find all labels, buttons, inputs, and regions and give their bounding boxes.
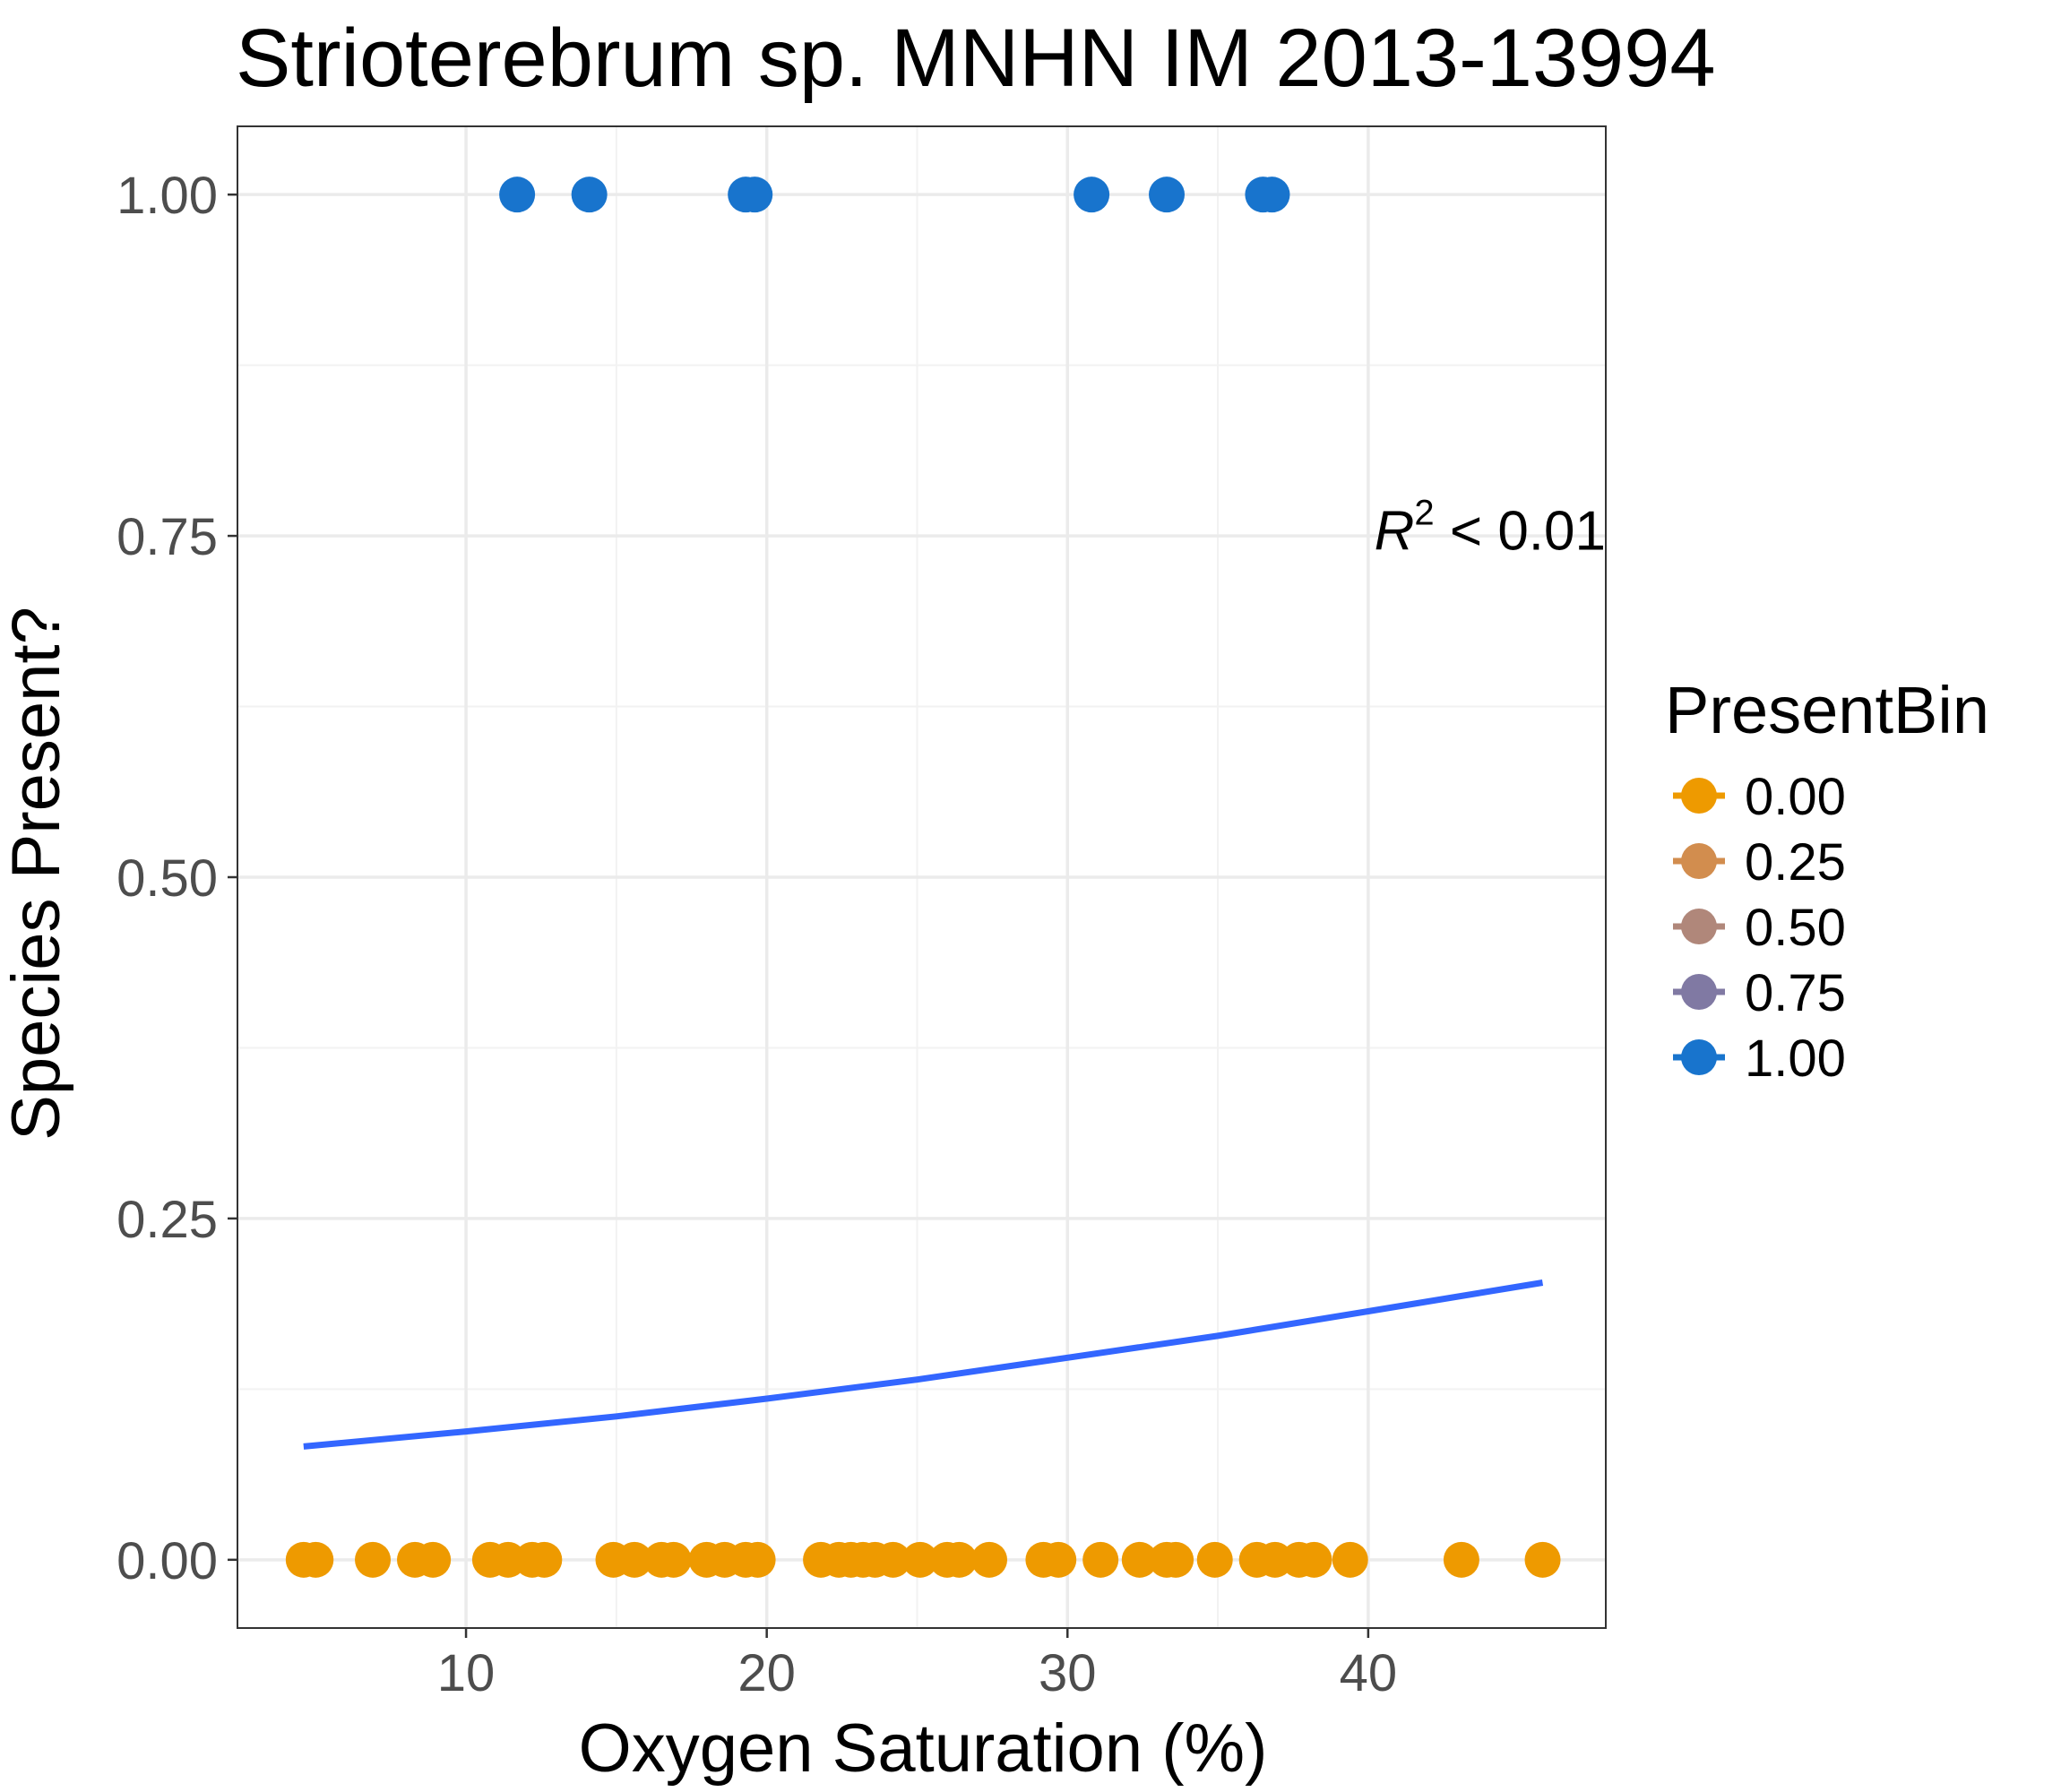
legend-label: 1.00 — [1745, 1030, 1846, 1088]
point-absent — [1196, 1541, 1233, 1578]
legend-key-point — [1681, 778, 1717, 814]
point-absent — [941, 1541, 978, 1578]
chart-title: Strioterebrum sp. MNHN IM 2013-13994 — [236, 13, 1716, 104]
x-tick-label: 10 — [437, 1644, 496, 1702]
point-absent — [616, 1541, 652, 1578]
point-absent — [655, 1541, 692, 1578]
y-tick-label: 0.00 — [116, 1532, 218, 1590]
point-absent — [875, 1541, 911, 1578]
legend-label: 0.25 — [1745, 833, 1846, 892]
x-tick-label: 40 — [1340, 1644, 1398, 1702]
y-tick-label: 0.75 — [116, 508, 218, 566]
x-tick-label: 30 — [1039, 1644, 1097, 1702]
point-absent — [971, 1541, 1008, 1578]
r-squared-symbol: R — [1375, 500, 1415, 562]
r-squared-annotation: R2 < 0.01 — [1375, 493, 1606, 562]
point-absent — [1158, 1541, 1194, 1578]
legend-key-point — [1681, 974, 1717, 1010]
legend-title: PresentBin — [1665, 673, 1989, 747]
legend-key-point — [1681, 909, 1717, 944]
r-squared-superscript: 2 — [1414, 493, 1434, 532]
point-absent — [1524, 1541, 1561, 1578]
y-tick-label: 0.50 — [116, 849, 218, 908]
y-axis-title: Species Present? — [0, 607, 74, 1141]
point-absent — [739, 1541, 776, 1578]
point-present — [571, 177, 608, 213]
point-absent — [1121, 1541, 1158, 1578]
fit-line — [303, 1279, 1544, 1450]
point-absent — [1082, 1541, 1119, 1578]
legend-label: 0.50 — [1745, 899, 1846, 957]
grid-lines — [237, 126, 1606, 1628]
axes: 10 20 30 40 0.00 0.25 0.50 0.75 1.00 — [116, 167, 1397, 1702]
point-absent — [1296, 1541, 1332, 1578]
legend-key-point — [1681, 843, 1717, 879]
y-tick-label: 1.00 — [116, 167, 218, 225]
point-present — [1074, 177, 1110, 213]
point-absent — [298, 1541, 334, 1578]
point-present — [499, 177, 536, 213]
point-absent — [1443, 1541, 1479, 1578]
point-absent — [415, 1541, 452, 1578]
legend: PresentBin 0.00 0.25 0.50 0.75 1.00 — [1665, 673, 1989, 1088]
point-absent — [526, 1541, 563, 1578]
point-absent — [1040, 1541, 1077, 1578]
point-absent — [1332, 1541, 1368, 1578]
legend-label: 0.75 — [1745, 964, 1846, 1022]
x-axis-title: Oxygen Saturation (%) — [579, 1710, 1268, 1787]
point-absent — [355, 1541, 392, 1578]
point-absent — [901, 1541, 938, 1578]
points-group — [285, 177, 1561, 1578]
fit-line-group — [303, 1279, 1544, 1450]
r-squared-value: < 0.01 — [1435, 500, 1606, 562]
point-present — [737, 177, 773, 213]
legend-key-point — [1681, 1039, 1717, 1075]
x-tick-label: 20 — [737, 1644, 796, 1702]
legend-label: 0.00 — [1745, 768, 1846, 826]
point-present — [1149, 177, 1186, 213]
point-present — [1254, 177, 1290, 213]
y-tick-label: 0.25 — [116, 1191, 218, 1249]
